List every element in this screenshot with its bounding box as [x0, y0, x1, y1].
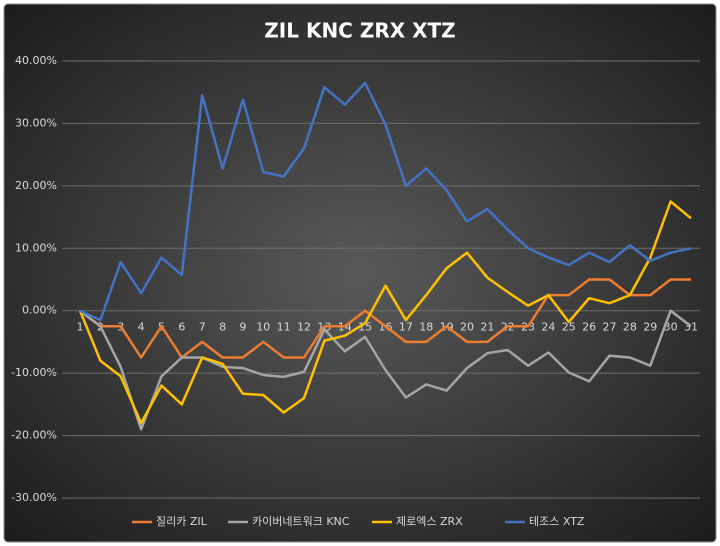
x-tick-label: 9 [239, 321, 246, 334]
chart-title: ZIL KNC ZRX XTZ [264, 19, 455, 43]
x-tick-label: 27 [603, 321, 617, 334]
y-tick-label: -30.00% [11, 491, 57, 504]
x-tick-label: 12 [297, 321, 311, 334]
y-tick-label: 20.00% [15, 179, 57, 192]
y-tick-label: 0.00% [22, 304, 57, 317]
x-tick-label: 26 [582, 321, 596, 334]
chart-background [3, 3, 717, 543]
x-tick-label: 17 [399, 321, 413, 334]
legend-label: 질리카 ZIL [156, 515, 208, 528]
series-line [79, 81, 692, 322]
x-tick-label: 4 [138, 321, 145, 334]
x-tick-label: 21 [480, 321, 494, 334]
x-tick-label: 30 [664, 321, 678, 334]
x-tick-label: 8 [219, 321, 226, 334]
y-tick-label: -20.00% [11, 429, 57, 442]
x-tick-label: 11 [277, 321, 291, 334]
x-tick-label: 29 [643, 321, 657, 334]
y-tick-label: 30.00% [15, 116, 57, 129]
legend-label: 테조스 XTZ [529, 515, 585, 528]
x-tick-label: 28 [623, 321, 637, 334]
x-tick-label: 25 [562, 321, 576, 334]
x-tick-label: 20 [460, 321, 474, 334]
legend-label: 카이버네트워크 KNC [252, 515, 350, 528]
x-tick-label: 6 [178, 321, 185, 334]
legend-label: 제로엑스 ZRX [396, 515, 463, 528]
y-tick-label: -10.00% [11, 366, 57, 379]
series-line [79, 309, 692, 431]
x-tick-label: 1 [77, 321, 84, 334]
series-line [78, 200, 692, 425]
x-tick-label: 18 [419, 321, 433, 334]
x-tick-label: 10 [256, 321, 270, 334]
x-tick-label: 24 [541, 321, 555, 334]
y-tick-label: 10.00% [15, 241, 57, 254]
x-tick-label: 7 [199, 321, 206, 334]
y-tick-label: 40.00% [15, 54, 57, 67]
